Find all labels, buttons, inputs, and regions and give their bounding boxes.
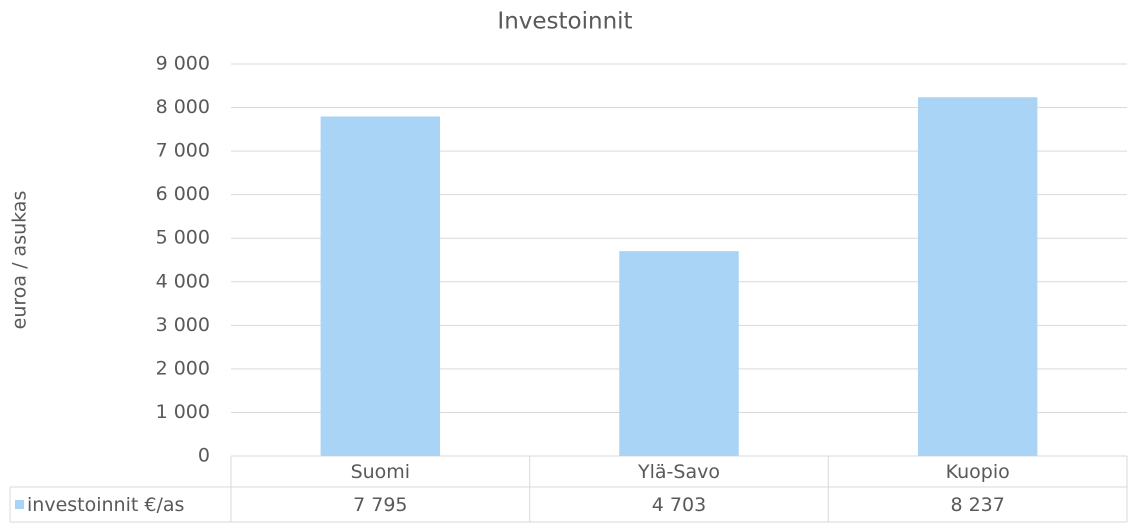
y-tick-label: 7 000 <box>156 140 210 162</box>
bar <box>320 116 441 457</box>
bar <box>619 251 739 456</box>
y-tick-label: 0 <box>198 445 210 467</box>
y-tick-label: 5 000 <box>156 227 210 249</box>
x-tick-label: Kuopio <box>946 461 1010 483</box>
y-tick-label: 2 000 <box>156 357 210 379</box>
x-tick-label: Suomi <box>351 461 411 483</box>
y-tick-label: 1 000 <box>156 401 210 423</box>
y-tick-label: 3 000 <box>156 314 210 336</box>
y-tick-label: 4 000 <box>156 270 210 292</box>
data-table-value: 4 703 <box>652 494 706 516</box>
y-axis-label: euroa / asukas <box>9 191 31 330</box>
y-tick-label: 6 000 <box>156 183 210 205</box>
y-tick-label: 9 000 <box>156 53 210 75</box>
data-table-value: 8 237 <box>950 494 1004 516</box>
x-tick-label: Ylä-Savo <box>637 461 720 483</box>
bar <box>917 97 1038 457</box>
legend-label: investoinnit €/as <box>27 494 184 516</box>
legend-swatch <box>15 500 24 509</box>
data-table-value: 7 795 <box>353 494 407 516</box>
y-tick-label: 8 000 <box>156 96 210 118</box>
chart-title: Investoinnit <box>497 9 632 35</box>
